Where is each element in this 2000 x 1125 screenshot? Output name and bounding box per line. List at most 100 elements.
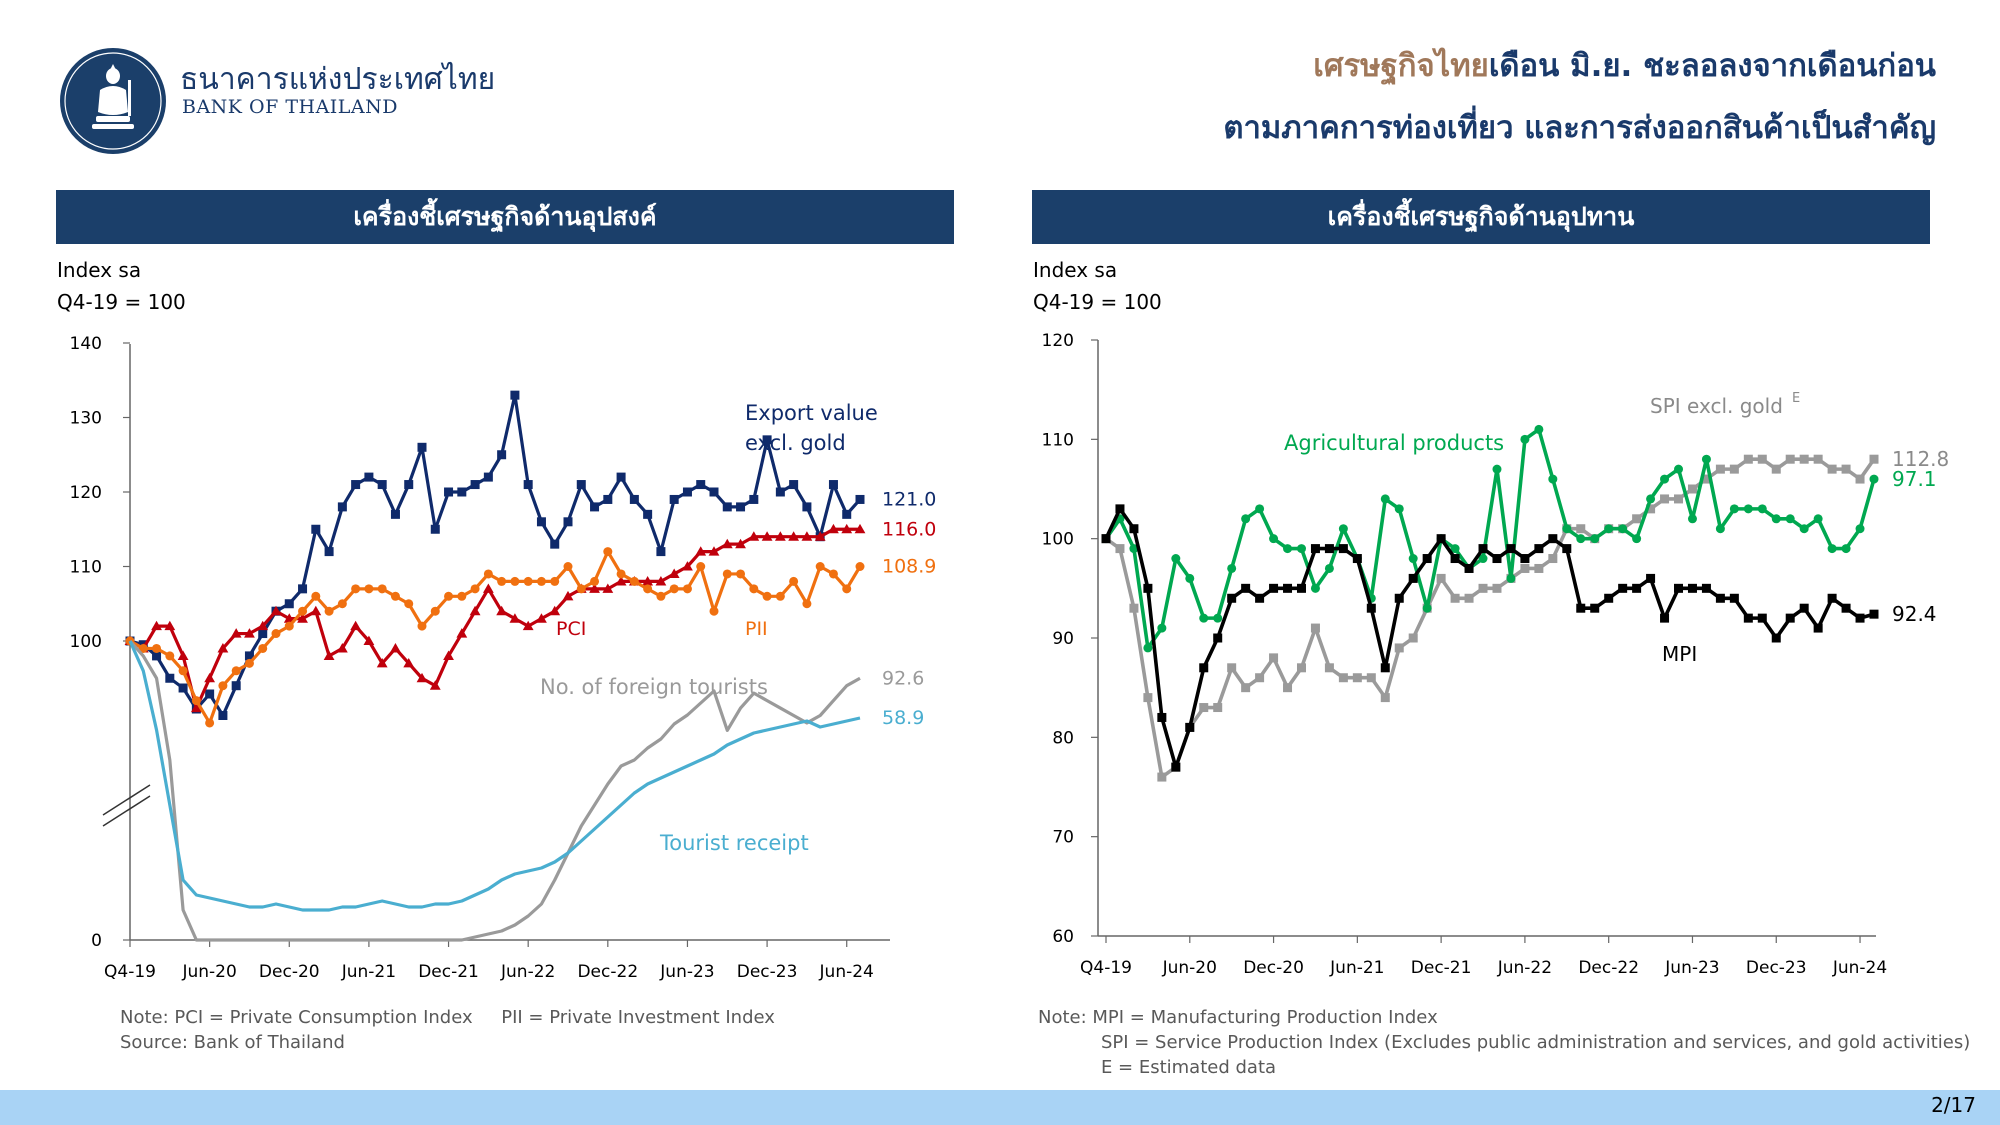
data-point bbox=[629, 494, 639, 504]
left-x-tick-label: Dec-23 bbox=[737, 962, 798, 982]
data-point bbox=[152, 651, 162, 661]
data-point bbox=[1408, 554, 1418, 564]
data-point bbox=[1478, 583, 1488, 593]
data-point bbox=[1129, 524, 1139, 534]
data-point bbox=[351, 584, 361, 594]
left-x-tick-label: Dec-21 bbox=[418, 962, 479, 982]
data-point bbox=[1813, 454, 1823, 464]
data-point bbox=[1520, 434, 1530, 444]
data-point bbox=[1283, 583, 1293, 593]
data-point bbox=[801, 531, 813, 541]
data-point bbox=[1227, 593, 1237, 603]
data-point bbox=[1799, 454, 1809, 464]
data-point bbox=[230, 628, 242, 638]
data-point bbox=[509, 613, 521, 623]
left-y-tick-label: 140 bbox=[70, 334, 102, 354]
data-point bbox=[1478, 544, 1488, 554]
left-y-tick-label: 0 bbox=[91, 931, 102, 951]
data-point bbox=[283, 613, 295, 623]
data-point bbox=[1366, 603, 1376, 613]
title-highlight: เศรษฐกิจไทย bbox=[1313, 48, 1489, 84]
data-point bbox=[589, 583, 600, 593]
left-y-tick-label: 110 bbox=[70, 558, 102, 578]
data-point bbox=[523, 576, 533, 586]
data-point bbox=[1534, 424, 1544, 434]
data-point bbox=[1143, 583, 1153, 593]
data-point bbox=[1576, 534, 1586, 544]
data-point bbox=[258, 643, 268, 653]
data-point bbox=[735, 538, 746, 549]
data-point bbox=[1520, 554, 1530, 564]
data-point bbox=[1310, 544, 1320, 554]
data-point bbox=[1213, 703, 1223, 713]
data-point bbox=[1771, 633, 1781, 643]
data-point bbox=[603, 494, 613, 504]
data-point bbox=[1590, 603, 1600, 613]
data-point bbox=[1171, 554, 1181, 564]
data-point bbox=[231, 666, 241, 676]
data-point bbox=[695, 546, 707, 556]
data-point bbox=[828, 523, 839, 534]
data-point bbox=[205, 718, 215, 728]
right-x-tick-label: Jun-20 bbox=[1162, 958, 1217, 978]
data-point bbox=[1701, 454, 1711, 464]
data-point bbox=[390, 509, 400, 519]
data-point bbox=[1324, 563, 1334, 573]
data-point bbox=[761, 531, 773, 541]
data-point bbox=[1478, 554, 1488, 564]
data-point bbox=[1185, 573, 1195, 583]
data-point bbox=[457, 591, 467, 601]
series-end-label: 121.0 bbox=[882, 488, 936, 510]
left-x-tick-label: Jun-22 bbox=[500, 962, 555, 982]
data-point bbox=[828, 480, 838, 490]
data-point bbox=[590, 576, 600, 586]
data-point bbox=[456, 628, 468, 638]
data-point bbox=[1394, 504, 1404, 514]
data-point bbox=[1241, 683, 1251, 693]
data-point bbox=[1338, 524, 1348, 534]
left-base-label: Q4-19 = 100 bbox=[57, 290, 186, 314]
data-point bbox=[536, 517, 546, 527]
data-point bbox=[298, 606, 308, 616]
data-point bbox=[1394, 593, 1404, 603]
data-point bbox=[496, 605, 508, 616]
data-point bbox=[231, 681, 241, 691]
data-point bbox=[364, 584, 374, 594]
data-point bbox=[1269, 583, 1279, 593]
data-point bbox=[1338, 544, 1348, 554]
data-point bbox=[1408, 633, 1418, 643]
right-x-tick-label: Dec-22 bbox=[1578, 958, 1639, 978]
data-point bbox=[616, 472, 626, 482]
series-line bbox=[128, 639, 861, 942]
data-point bbox=[1520, 563, 1530, 573]
data-point bbox=[1743, 454, 1753, 464]
data-point bbox=[721, 538, 733, 549]
data-point bbox=[682, 561, 693, 571]
data-point bbox=[550, 576, 560, 586]
data-point bbox=[1687, 484, 1697, 494]
data-point bbox=[1534, 563, 1544, 573]
data-point bbox=[1701, 474, 1711, 484]
slide-title-line-1: เศรษฐกิจไทยเดือน มิ.ย. ชะลอลงจากเดือนก่อ… bbox=[1313, 40, 1936, 90]
data-point bbox=[244, 628, 255, 638]
series-end-label: 112.8 bbox=[1892, 447, 1949, 471]
data-point bbox=[444, 591, 454, 601]
data-point bbox=[429, 680, 441, 690]
data-point bbox=[669, 584, 679, 594]
series-line bbox=[128, 640, 861, 912]
data-point bbox=[1269, 653, 1279, 663]
series-no-of-foreign-tourists bbox=[128, 639, 861, 942]
data-point bbox=[1813, 623, 1823, 633]
data-point bbox=[802, 502, 812, 512]
series-pii bbox=[125, 547, 865, 728]
data-point bbox=[1352, 673, 1362, 683]
right-x-tick-label: Dec-20 bbox=[1243, 958, 1304, 978]
data-point bbox=[1687, 583, 1697, 593]
right-y-tick-label: 120 bbox=[1042, 331, 1074, 351]
series-end-label: 97.1 bbox=[1892, 467, 1937, 491]
data-point bbox=[1618, 524, 1628, 534]
data-point bbox=[284, 599, 294, 609]
data-point bbox=[775, 487, 785, 497]
right-notes: Note: MPI = Manufacturing Production Ind… bbox=[1038, 1007, 1971, 1078]
data-point bbox=[1366, 673, 1376, 683]
